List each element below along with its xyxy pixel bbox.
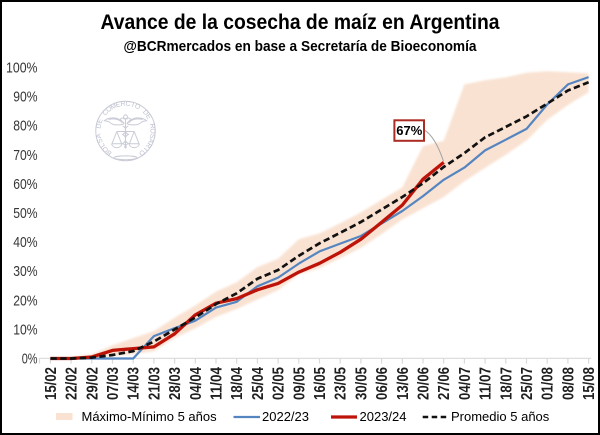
svg-text:50%: 50% <box>13 205 37 222</box>
svg-text:R: R <box>120 101 126 108</box>
svg-text:A: A <box>95 133 103 139</box>
svg-text:25/04: 25/04 <box>250 367 267 400</box>
svg-text:Máximo-Mínimo 5 años: Máximo-Mínimo 5 años <box>82 409 218 424</box>
svg-text:60%: 60% <box>13 176 37 193</box>
svg-text:C: C <box>102 109 111 117</box>
svg-text:R: R <box>144 141 153 149</box>
svg-text:O: O <box>133 103 141 112</box>
svg-text:14/03: 14/03 <box>126 367 143 400</box>
svg-text:90%: 90% <box>13 89 37 106</box>
svg-text:E: E <box>97 118 105 125</box>
svg-text:18/07: 18/07 <box>498 367 515 400</box>
svg-text:O: O <box>137 148 146 157</box>
svg-text:04/07: 04/07 <box>457 367 474 400</box>
svg-text:80%: 80% <box>13 118 37 135</box>
svg-text:06/06: 06/06 <box>374 367 391 400</box>
svg-text:25/07: 25/07 <box>519 367 536 400</box>
svg-text:D: D <box>141 109 150 117</box>
svg-text:A: A <box>146 137 154 144</box>
svg-text:16/05: 16/05 <box>312 367 329 400</box>
svg-text:11/07: 11/07 <box>478 367 495 400</box>
svg-text:L: L <box>99 141 107 148</box>
svg-text:40%: 40% <box>13 234 37 251</box>
svg-text:0%: 0% <box>22 351 38 368</box>
svg-text:I: I <box>142 146 149 152</box>
svg-text:Avance de la cosecha de maíz e: Avance de la cosecha de maíz en Argentin… <box>101 11 500 34</box>
svg-text:E: E <box>144 113 153 121</box>
svg-text:02/05: 02/05 <box>271 367 288 400</box>
svg-text:30%: 30% <box>13 263 37 280</box>
svg-text:15/02: 15/02 <box>43 367 60 400</box>
svg-text:D: D <box>95 123 103 129</box>
svg-text:C: C <box>125 101 131 108</box>
svg-text:28/03: 28/03 <box>167 367 184 400</box>
svg-text:13/06: 13/06 <box>395 367 412 400</box>
svg-text:2023/24: 2023/24 <box>360 409 407 424</box>
svg-text:2022/23: 2022/23 <box>262 409 309 424</box>
svg-text:70%: 70% <box>13 147 37 164</box>
svg-text:20/06: 20/06 <box>416 367 433 400</box>
svg-text:27/06: 27/06 <box>436 367 453 400</box>
svg-text:29/02: 29/02 <box>84 367 101 400</box>
svg-text:11/04: 11/04 <box>209 367 226 400</box>
svg-text:08/08: 08/08 <box>560 367 577 400</box>
svg-text:15/08: 15/08 <box>581 367 598 400</box>
svg-text:R: R <box>148 123 156 129</box>
svg-text:I: I <box>131 102 135 109</box>
svg-text:S: S <box>96 137 104 144</box>
svg-text:01/08: 01/08 <box>540 367 557 400</box>
svg-text:18/04: 18/04 <box>229 367 246 400</box>
svg-text:E: E <box>115 101 122 109</box>
svg-text:Promedio 5 años: Promedio 5 años <box>451 409 550 424</box>
svg-text:O: O <box>149 128 156 134</box>
svg-text:30/05: 30/05 <box>353 367 370 400</box>
svg-text:S: S <box>148 133 156 139</box>
svg-text:04/04: 04/04 <box>188 367 205 400</box>
svg-text:@BCRmercados en base a Secreta: @BCRmercados en base a Secretaría de Bio… <box>124 39 478 55</box>
svg-text:22/02: 22/02 <box>64 367 81 400</box>
svg-text:21/03: 21/03 <box>146 367 163 400</box>
svg-text:100%: 100% <box>6 60 38 77</box>
svg-text:07/03: 07/03 <box>105 367 122 400</box>
svg-text:M: M <box>110 103 118 112</box>
svg-text:23/05: 23/05 <box>333 367 350 400</box>
svg-text:B: B <box>105 148 113 157</box>
svg-text:67%: 67% <box>396 123 422 138</box>
svg-text:O: O <box>101 144 110 153</box>
svg-text:O: O <box>105 105 114 114</box>
svg-text:09/05: 09/05 <box>291 367 308 400</box>
svg-text:20%: 20% <box>13 292 37 309</box>
svg-text:10%: 10% <box>13 321 37 338</box>
